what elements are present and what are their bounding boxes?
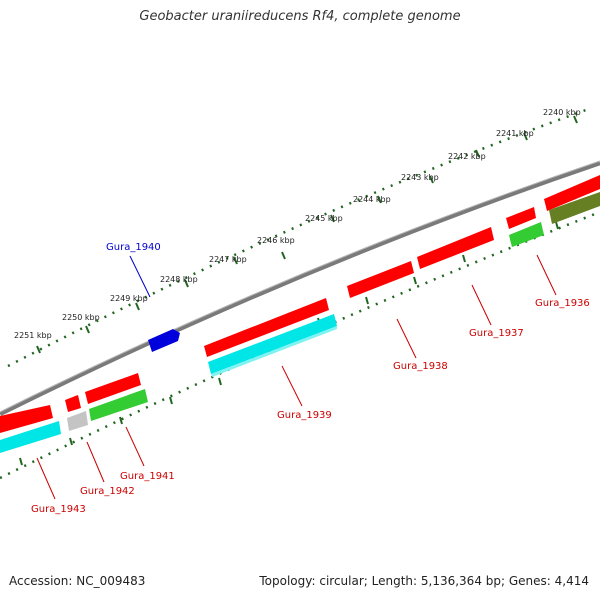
scale-label-2250: 2250 kbp — [62, 313, 100, 322]
callout-gura-1937 — [471, 284, 492, 326]
gene-feature-cyan-1943[interactable] — [0, 421, 61, 453]
scale-label-2242: 2242 kbp — [448, 152, 486, 161]
tick-2241 — [523, 132, 528, 141]
gene-feature-olive[interactable] — [549, 192, 600, 224]
scale-label-2247: 2247 kbp — [209, 255, 247, 264]
gene-feature-red-1941[interactable] — [85, 373, 141, 404]
callout-gura-1936 — [536, 254, 557, 296]
map-title: Geobacter uraniireducens Rf4, complete g… — [139, 9, 461, 24]
inner-scale-ring — [0, 210, 600, 480]
gene-label-gura-1936[interactable]: Gura_1936 — [535, 298, 590, 309]
gene-labels: Gura_1936 Gura_1937 Gura_1938 Gura_1939 … — [31, 242, 590, 515]
outer-scale-ring — [7, 108, 587, 368]
scale-label-2243: 2243 kbp — [401, 173, 439, 182]
gene-label-gura-1942[interactable]: Gura_1942 — [80, 486, 135, 497]
tick-2250 — [85, 325, 90, 334]
gene-feature-red-left-of-olive[interactable] — [544, 175, 600, 211]
tick-2245 — [330, 214, 335, 223]
tick-2244 — [377, 195, 382, 204]
scale-labels: 2240 kbp 2241 kbp 2242 kbp 2243 kbp 2244… — [14, 108, 581, 340]
scale-label-2248: 2248 kbp — [160, 275, 198, 284]
scale-label-2246: 2246 kbp — [257, 236, 295, 245]
gene-feature-red-1936[interactable] — [506, 207, 536, 229]
scale-label-2244: 2244 kbp — [353, 195, 391, 204]
tick-2240 — [573, 115, 578, 124]
genome-summary-text: Topology: circular; Length: 5,136,364 bp… — [259, 574, 589, 588]
callout-lines — [36, 254, 557, 500]
genome-backbone — [0, 160, 600, 417]
callout-gura-1943 — [36, 457, 56, 500]
gene-track — [0, 175, 600, 433]
gene-feature-red-1937[interactable] — [417, 227, 494, 269]
outer-major-ticks — [36, 115, 578, 354]
gene-feature-red-1938[interactable] — [347, 261, 414, 298]
gene-label-gura-1939[interactable]: Gura_1939 — [277, 410, 332, 421]
inner-tick — [462, 254, 466, 263]
gene-label-gura-1940[interactable]: Gura_1940 — [106, 242, 161, 253]
inner-tick — [218, 377, 222, 386]
tick-2251 — [36, 345, 41, 354]
tick-2243 — [429, 175, 434, 184]
gene-feature-cyan-1939[interactable] — [208, 314, 337, 374]
inner-tick — [19, 457, 23, 466]
callout-gura-1942 — [86, 441, 105, 483]
scale-label-2240: 2240 kbp — [543, 108, 581, 117]
gene-label-gura-1938[interactable]: Gura_1938 — [393, 361, 448, 372]
gene-feature-green-1941[interactable] — [89, 389, 148, 421]
callout-gura-1941 — [125, 426, 145, 467]
gene-feature-cyan-1939-shade — [211, 326, 337, 377]
scale-label-2249: 2249 kbp — [110, 294, 148, 303]
gene-label-gura-1943[interactable]: Gura_1943 — [31, 504, 86, 515]
gene-label-gura-1941[interactable]: Gura_1941 — [120, 471, 175, 482]
inner-tick — [555, 221, 559, 230]
inner-tick — [119, 416, 123, 425]
inner-tick — [365, 296, 369, 305]
gene-feature-red-1939[interactable] — [204, 298, 329, 357]
callout-gura-1938 — [396, 318, 417, 359]
genome-backbone-highlight — [0, 160, 600, 413]
tick-2242 — [475, 149, 480, 158]
gene-feature-red-1943[interactable] — [0, 405, 53, 433]
scale-label-2245: 2245 kbp — [305, 214, 343, 223]
inner-tick — [169, 396, 173, 405]
inner-tick — [413, 276, 417, 285]
inner-tick — [69, 437, 73, 446]
scale-label-2251: 2251 kbp — [14, 331, 52, 340]
cds-track — [0, 192, 600, 453]
callout-gura-1939 — [281, 365, 303, 407]
tick-2249 — [135, 302, 140, 311]
tick-2246 — [281, 251, 286, 260]
gene-feature-green-1936[interactable] — [509, 222, 544, 247]
gene-feature-blue-1940[interactable] — [148, 329, 180, 352]
gene-feature-red-1942[interactable] — [65, 395, 81, 412]
gene-feature-gray-1942[interactable] — [67, 411, 88, 431]
gene-label-gura-1937[interactable]: Gura_1937 — [469, 328, 524, 339]
tick-2247 — [233, 256, 238, 265]
callout-gura-1940 — [129, 255, 151, 298]
scale-label-2241: 2241 kbp — [496, 129, 534, 138]
tick-2248 — [184, 279, 189, 288]
accession-text: Accession: NC_009483 — [9, 574, 146, 588]
